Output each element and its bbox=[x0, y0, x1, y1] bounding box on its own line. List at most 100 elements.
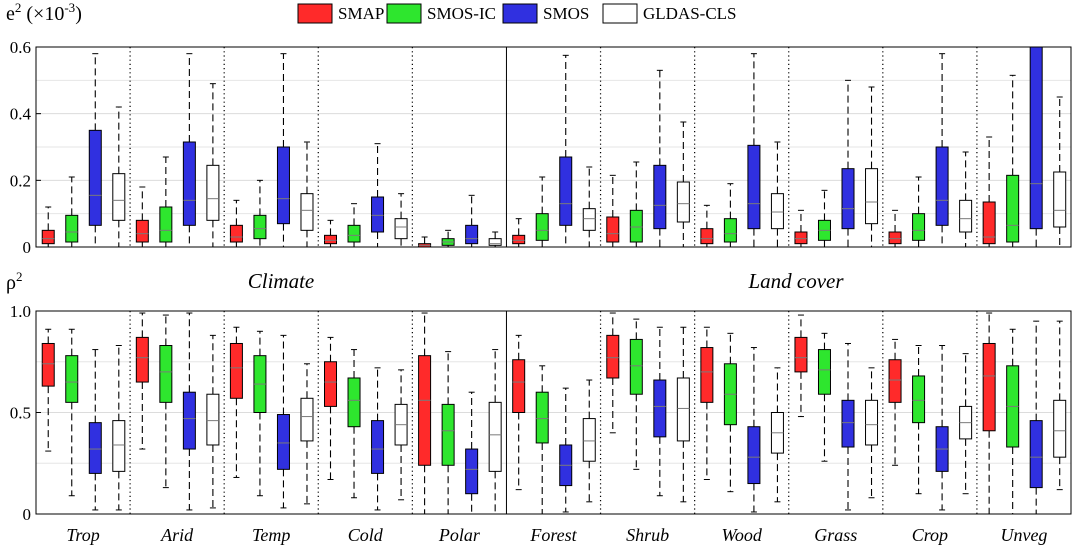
top-forest-smos-ic-box bbox=[535, 213, 549, 241]
top-temp-gldas-cls-box bbox=[300, 193, 314, 231]
bottom-temp-smap-box bbox=[229, 342, 243, 399]
bottom-grass-smap-box bbox=[794, 336, 808, 373]
bottom-cold-smap-box bbox=[324, 361, 338, 407]
top-polar-smos-box bbox=[465, 224, 479, 245]
top-polar-gldas-cls-box bbox=[488, 238, 502, 246]
xtick-label-forest: Forest bbox=[529, 525, 577, 545]
bottom-ytick-label: 1.0 bbox=[10, 302, 31, 321]
xtick-label-shrub: Shrub bbox=[626, 525, 669, 545]
legend-label-smos: SMOS bbox=[543, 4, 589, 23]
bottom-ylabel: ρ2 bbox=[6, 269, 22, 294]
top-arid-smos-ic-box bbox=[159, 206, 173, 243]
top-unveg-smos-ic-box bbox=[1006, 174, 1020, 243]
top-grass-smap-box bbox=[794, 231, 808, 245]
bottom-ytick-label: 0.5 bbox=[10, 404, 31, 423]
top-arid-smos-box bbox=[182, 141, 196, 226]
top-crop-smos-box bbox=[935, 146, 949, 226]
top-arid-smap-box bbox=[135, 219, 149, 243]
bottom-cold-smos-box bbox=[371, 420, 385, 474]
bottom-temp-gldas-cls-box bbox=[300, 397, 314, 442]
top-unveg-smap-box bbox=[982, 201, 996, 245]
group-label-land-cover: Land cover bbox=[747, 269, 844, 293]
top-forest-gldas-cls-box bbox=[582, 208, 596, 231]
bottom-arid-gldas-cls-box bbox=[206, 393, 220, 446]
bottom-temp-smos-box bbox=[276, 414, 290, 470]
top-cold-smos-box bbox=[371, 196, 385, 233]
top-crop-smap-box bbox=[888, 231, 902, 245]
xtick-label-temp: Temp bbox=[252, 525, 290, 545]
xtick-label-arid: Arid bbox=[160, 525, 194, 545]
top-temp-smos-ic-box bbox=[253, 214, 267, 240]
top-trop-smos-ic-box bbox=[65, 214, 79, 243]
top-temp-smap-box bbox=[229, 224, 243, 243]
bottom-polar-smos-ic-box bbox=[441, 403, 455, 466]
legend-swatch-smos bbox=[502, 3, 538, 24]
xtick-label-trop: Trop bbox=[66, 525, 99, 545]
top-trop-smos-box bbox=[88, 129, 102, 226]
bottom-trop-smap-box bbox=[41, 342, 55, 387]
legend-label-smos-ic: SMOS-IC bbox=[427, 4, 496, 23]
top-forest-smos-box bbox=[559, 156, 573, 226]
xtick-label-polar: Polar bbox=[438, 525, 481, 545]
top-wood-smap-box bbox=[700, 228, 714, 245]
xtick-label-grass: Grass bbox=[814, 525, 857, 545]
top-grass-gldas-cls-box bbox=[865, 168, 879, 225]
bottom-forest-smap-box bbox=[512, 359, 526, 413]
group-label-climate: Climate bbox=[248, 269, 315, 293]
bottom-polar-smap-box bbox=[418, 355, 432, 466]
top-crop-smos-ic-box bbox=[912, 213, 926, 241]
bottom-grass-smos-box bbox=[841, 399, 855, 448]
legend-swatch-gldas-cls bbox=[602, 3, 638, 24]
top-arid-gldas-cls-box bbox=[206, 164, 220, 221]
top-cold-smap-box bbox=[324, 234, 338, 245]
bottom-grass-gldas-cls-box bbox=[865, 399, 879, 446]
xtick-label-wood: Wood bbox=[722, 525, 763, 545]
bottom-shrub-gldas-cls-box bbox=[676, 377, 690, 442]
bottom-ytick-label: 0 bbox=[23, 505, 32, 524]
top-forest-smap-box bbox=[512, 234, 526, 245]
top-shrub-gldas-cls-box bbox=[676, 181, 690, 223]
bottom-shrub-smap-box bbox=[606, 334, 620, 379]
top-crop-gldas-cls-box bbox=[959, 199, 973, 233]
bottom-forest-gldas-cls-box bbox=[582, 418, 596, 462]
top-cold-gldas-cls-box bbox=[394, 218, 408, 240]
top-plot-frame bbox=[35, 46, 1072, 248]
bottom-polar-smos-box bbox=[465, 448, 479, 495]
top-ylabel: e2 (×10-3) bbox=[6, 0, 82, 25]
top-shrub-smos-ic-box bbox=[629, 209, 643, 243]
top-unveg-gldas-cls-box bbox=[1053, 171, 1067, 228]
legend-swatch-smap bbox=[297, 3, 333, 24]
bottom-crop-smap-box bbox=[888, 359, 902, 403]
legend: SMAP SMOS-IC SMOS GLDAS-CLS bbox=[297, 3, 737, 24]
top-trop-smap-box bbox=[41, 229, 55, 245]
top-wood-smos-box bbox=[747, 144, 761, 230]
bottom-wood-smos-box bbox=[747, 426, 761, 485]
top-trop-gldas-cls-box bbox=[112, 173, 126, 221]
bottom-arid-smos-box bbox=[182, 391, 196, 450]
top-ytick-label: 0.2 bbox=[10, 171, 31, 190]
legend-swatch-smos-ic bbox=[386, 3, 422, 24]
top-shrub-smap-box bbox=[606, 216, 620, 243]
legend-label-smap: SMAP bbox=[338, 4, 384, 23]
bottom-arid-smap-box bbox=[135, 336, 149, 383]
bottom-shrub-smos-ic-box bbox=[629, 338, 643, 395]
bottom-unveg-smos-box bbox=[1029, 420, 1043, 489]
top-ytick-label: 0 bbox=[23, 238, 32, 257]
top-ytick-label: 0.6 bbox=[10, 38, 31, 57]
top-grass-smos-box bbox=[841, 168, 855, 230]
bottom-shrub-smos-box bbox=[653, 379, 667, 438]
bottom-polar-gldas-cls-box bbox=[488, 401, 502, 472]
xtick-label-cold: Cold bbox=[348, 525, 384, 545]
bottom-cold-smos-ic-box bbox=[347, 377, 361, 428]
top-ytick-label: 0.4 bbox=[10, 105, 32, 124]
top-cold-smos-ic-box bbox=[347, 224, 361, 243]
legend-label-gldas-cls: GLDAS-CLS bbox=[643, 4, 737, 23]
top-wood-gldas-cls-box bbox=[770, 193, 784, 230]
xtick-label-unveg: Unveg bbox=[1000, 525, 1047, 545]
bottom-trop-gldas-cls-box bbox=[112, 420, 126, 472]
bottom-unveg-gldas-cls-box bbox=[1053, 399, 1067, 458]
top-wood-smos-ic-box bbox=[723, 218, 737, 243]
bottom-trop-smos-ic-box bbox=[65, 355, 79, 403]
xtick-label-crop: Crop bbox=[912, 525, 948, 545]
